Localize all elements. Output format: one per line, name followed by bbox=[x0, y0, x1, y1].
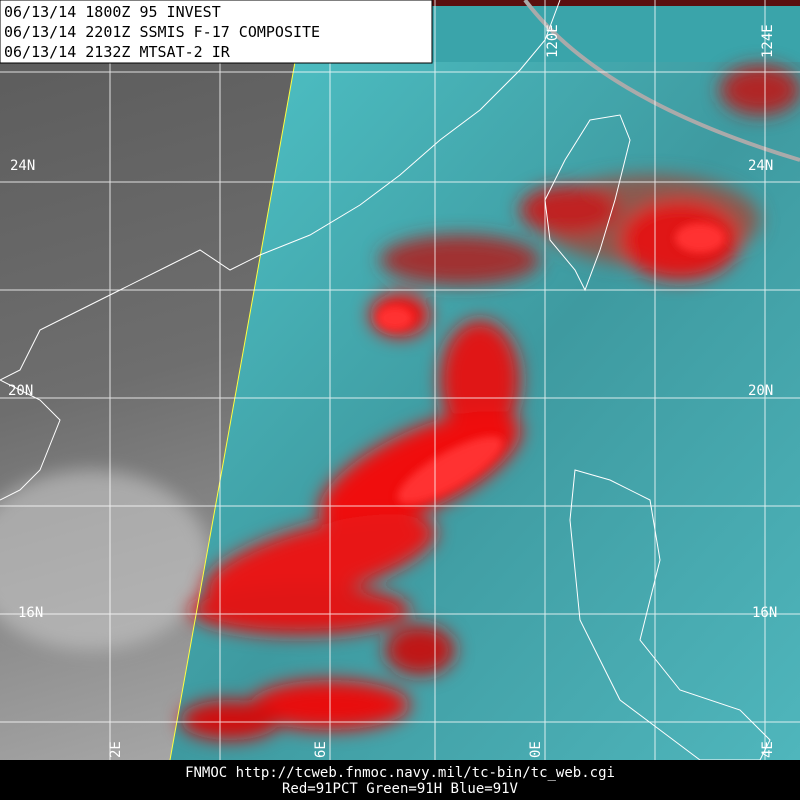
lon-label: 4E bbox=[760, 741, 776, 758]
lat-label: 20N bbox=[748, 383, 773, 399]
lon-label: 124E bbox=[760, 24, 776, 58]
lat-label: 24N bbox=[748, 158, 773, 174]
footer-line: Red=91PCT Green=91H Blue=91V bbox=[282, 781, 519, 797]
lat-label: 24N bbox=[10, 158, 35, 174]
graticule bbox=[0, 0, 800, 760]
footer-bar bbox=[0, 760, 800, 800]
lon-label: 6E bbox=[313, 741, 329, 758]
convection-core bbox=[377, 223, 725, 504]
footer-line: FNMOC http://tcweb.fnmoc.navy.mil/tc-bin… bbox=[185, 765, 615, 781]
swath-boundary bbox=[169, 61, 296, 761]
lat-label: 20N bbox=[8, 383, 33, 399]
lat-label: 16N bbox=[18, 605, 43, 621]
header-line: 06/13/14 1800Z 95 INVEST bbox=[4, 3, 221, 21]
lon-label: 2E bbox=[108, 741, 124, 758]
header-line: 06/13/14 2201Z SSMIS F-17 COMPOSITE bbox=[4, 23, 320, 41]
lon-label: 0E bbox=[528, 741, 544, 758]
cloud bbox=[0, 470, 210, 650]
header-line: 06/13/14 2132Z MTSAT-2 IR bbox=[4, 43, 231, 61]
lon-label: 120E bbox=[545, 24, 561, 58]
header-box bbox=[0, 0, 433, 64]
swath-edge bbox=[523, 0, 800, 162]
lat-label: 16N bbox=[752, 605, 777, 621]
